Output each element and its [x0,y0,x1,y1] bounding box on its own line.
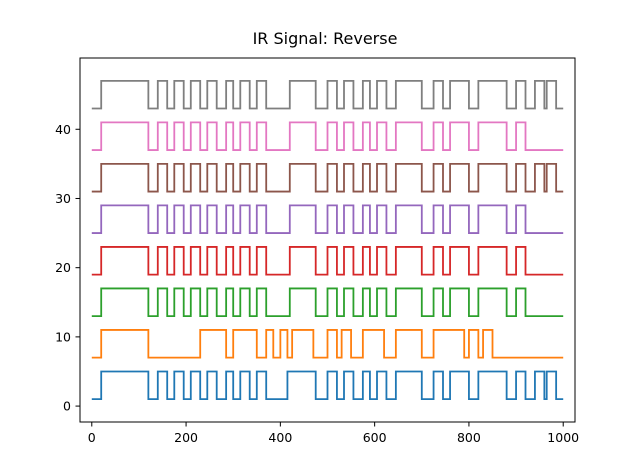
y-tick-label: 40 [55,122,71,137]
signal-series-line-4 [91,246,564,276]
y-tick-label: 10 [55,329,71,344]
plot-series-layer [91,79,564,401]
signal-series-line-7 [91,121,564,151]
axes-frame [79,57,576,423]
x-tick-label: 200 [174,430,198,445]
y-tick-label: 0 [63,399,71,414]
x-tick-label: 600 [363,430,387,445]
y-axis-ticks: 0 10 20 30 40 [55,122,80,414]
x-tick-label: 1000 [547,430,579,445]
x-tick-label: 800 [457,430,481,445]
x-tick-label: 0 [88,430,96,445]
y-tick-label: 30 [55,191,71,206]
y-tick-label: 20 [55,260,71,275]
signal-series-line-2 [91,329,564,359]
x-tick-label: 400 [268,430,292,445]
signal-series-line-1 [91,370,564,401]
signal-series-line-5 [91,204,564,234]
signal-series-line-8 [91,79,564,110]
signal-series-line-3 [91,287,564,318]
chart-title: IR Signal: Reverse [253,29,398,48]
x-axis-ticks: 0 200 400 600 800 1000 [88,422,579,445]
signal-series-line-6 [91,162,564,193]
